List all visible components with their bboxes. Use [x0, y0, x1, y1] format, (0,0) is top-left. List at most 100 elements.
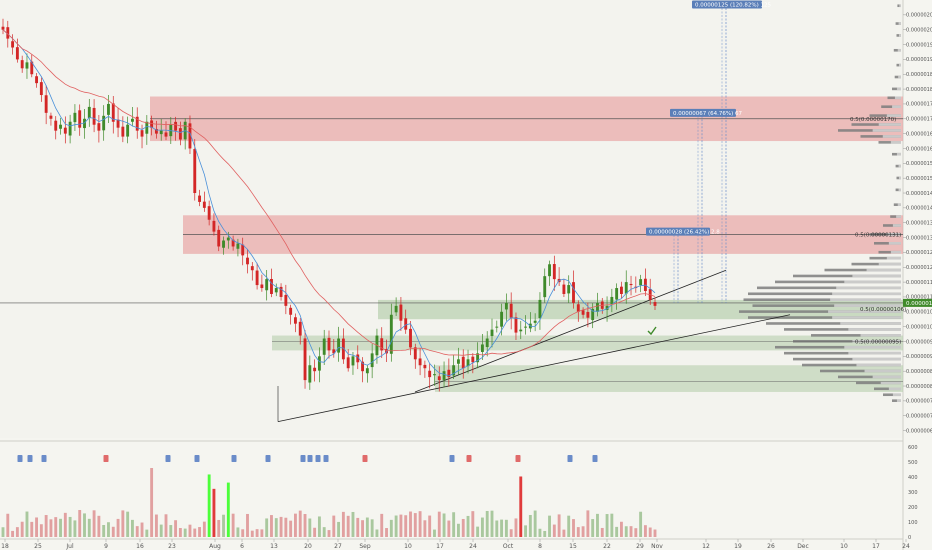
- volume-bar: [624, 526, 628, 537]
- target-box-1: [646, 227, 710, 236]
- volume-profile-bar-light: [848, 328, 901, 331]
- candle-body: [87, 106, 91, 118]
- candle-body: [11, 41, 15, 48]
- volume-bar: [87, 518, 91, 537]
- candle-body: [150, 120, 154, 128]
- volume-bar: [365, 517, 369, 537]
- volume-profile-bar: [838, 129, 901, 132]
- volume-bar: [562, 529, 566, 537]
- volume-profile-bar: [895, 22, 901, 25]
- volume-bar: [615, 526, 619, 537]
- target-box-2-label: 0.00000067 (64.76%) 67: [673, 111, 743, 117]
- candle-body: [437, 376, 441, 381]
- fib-label-upper: 0.5(0.00000170): [850, 117, 896, 123]
- x-tick-label: Jul: [65, 543, 74, 550]
- candle-body: [298, 321, 302, 336]
- volume-bar: [337, 521, 341, 537]
- candle-body: [423, 364, 427, 369]
- candle-body: [1, 26, 5, 30]
- x-tick-label: 12: [702, 543, 710, 550]
- sell-signal-marker: [362, 455, 368, 462]
- y-tick-label: 0.00000170: [906, 117, 932, 123]
- volume-profile-bar: [851, 123, 901, 126]
- x-tick-label: 24: [902, 543, 910, 550]
- candle-body: [538, 299, 542, 319]
- volume-profile-bar-light: [880, 381, 901, 385]
- volume-bar: [116, 518, 120, 537]
- candle-body: [509, 303, 513, 318]
- buy-signal-marker: [165, 455, 171, 462]
- sell-signal-marker: [103, 455, 109, 462]
- volume-profile-bar-light: [872, 129, 901, 132]
- volume-profile-bar: [856, 381, 901, 385]
- candle-body: [639, 279, 643, 286]
- x-tick-label: 25: [34, 543, 42, 550]
- candle-body: [154, 128, 158, 134]
- current-price-badge: [903, 298, 932, 307]
- volume-bar: [111, 526, 115, 537]
- volume-bar: [509, 529, 513, 537]
- volume-profile-bar-light: [892, 105, 901, 109]
- target-box-2: [670, 108, 736, 117]
- candle-body: [35, 76, 38, 84]
- volume-bar: [466, 515, 470, 537]
- volume-profile-bar: [892, 87, 901, 91]
- volume-bar: [274, 518, 278, 537]
- y-tick-label: 0.00000115: [906, 280, 932, 286]
- volume-bar: [533, 510, 537, 537]
- candle-body: [308, 365, 312, 383]
- volume-bar: [528, 514, 532, 537]
- volume-bar: [500, 519, 504, 537]
- volume-tick-label: 100: [908, 520, 918, 526]
- volume-bar: [552, 524, 556, 537]
- volume-tick-label: 200: [908, 505, 918, 511]
- buy-signal-marker: [323, 455, 329, 462]
- x-tick-label: 10: [840, 543, 848, 550]
- buy-signal-marker: [265, 455, 271, 462]
- candle-body: [313, 367, 317, 372]
- candle-body: [217, 229, 221, 247]
- volume-bar: [389, 519, 393, 537]
- candle-body: [97, 123, 101, 131]
- volume-profile-bar: [896, 176, 901, 180]
- x-tick-label: 18: [1, 543, 9, 550]
- volume-bar: [169, 525, 173, 537]
- candle-body: [270, 278, 273, 294]
- volume-profile-bar: [893, 48, 901, 52]
- candle-body: [428, 370, 432, 378]
- support-zone-2: [272, 335, 903, 351]
- candle-body: [519, 329, 523, 332]
- volume-profile-bar-light: [872, 375, 901, 379]
- candle-body: [447, 369, 451, 378]
- x-tick-label: 17: [436, 543, 444, 550]
- volume-bar: [620, 521, 623, 537]
- volume-profile-bar: [894, 75, 901, 79]
- volume-bar: [519, 476, 523, 537]
- volume-profile-bar-light: [896, 215, 901, 218]
- x-tick-label: 9: [104, 543, 108, 550]
- volume-profile-bar-light: [896, 87, 901, 91]
- volume-bar: [178, 528, 182, 537]
- volume-bar: [576, 527, 580, 537]
- volume-bar: [83, 513, 86, 537]
- candle-body: [15, 47, 19, 60]
- volume-bar: [548, 515, 551, 537]
- candle-body: [222, 240, 225, 248]
- volume-bar: [255, 529, 259, 537]
- candle-body: [63, 127, 67, 134]
- volume-tick-label: 400: [908, 475, 918, 481]
- volume-bar: [490, 510, 494, 537]
- volume-bar: [476, 526, 480, 537]
- volume-profile-bar-light: [832, 316, 901, 319]
- volume-bar: [217, 519, 221, 537]
- candle-body: [54, 120, 58, 131]
- volume-profile-bar: [883, 393, 901, 397]
- volume-profile-bar: [896, 34, 901, 37]
- candle-body: [471, 356, 475, 363]
- x-tick-label: 24: [469, 543, 477, 550]
- volume-bar: [457, 523, 460, 537]
- volume-bar: [572, 519, 575, 537]
- candle-body: [68, 121, 72, 136]
